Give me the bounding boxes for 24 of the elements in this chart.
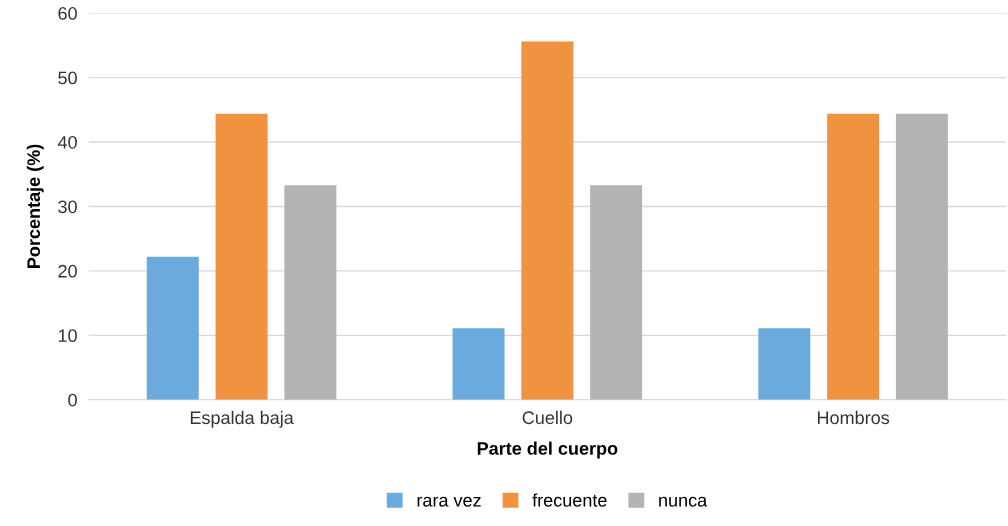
- bar: [827, 113, 880, 400]
- bar: [590, 185, 643, 400]
- y-tick-label: 20: [58, 264, 77, 278]
- y-tick-label: 60: [58, 7, 77, 20]
- y-axis-title: Porcentaje (%): [26, 144, 44, 268]
- y-tick-label: 10: [58, 329, 77, 343]
- x-tick-label: Hombros: [817, 410, 890, 425]
- y-tick-label: 40: [57, 135, 77, 149]
- x-tick-label: Espalda baja: [190, 410, 294, 428]
- bar: [284, 185, 337, 400]
- y-tick-label: 30: [58, 200, 77, 214]
- legend-label: frecuente: [532, 493, 607, 507]
- x-tick-label: Cuello: [522, 410, 573, 425]
- bar: [215, 113, 268, 400]
- x-axis-title: Parte del cuerpo: [477, 441, 618, 459]
- bar: [146, 256, 199, 400]
- bar: [521, 41, 574, 400]
- bar: [895, 113, 948, 400]
- bar: [452, 328, 505, 400]
- legend-label: rara vez: [417, 496, 481, 507]
- bar: [758, 328, 811, 400]
- legend-label: nunca: [659, 496, 708, 507]
- y-tick-label: 50: [58, 71, 77, 85]
- y-tick-label: 0: [68, 393, 77, 407]
